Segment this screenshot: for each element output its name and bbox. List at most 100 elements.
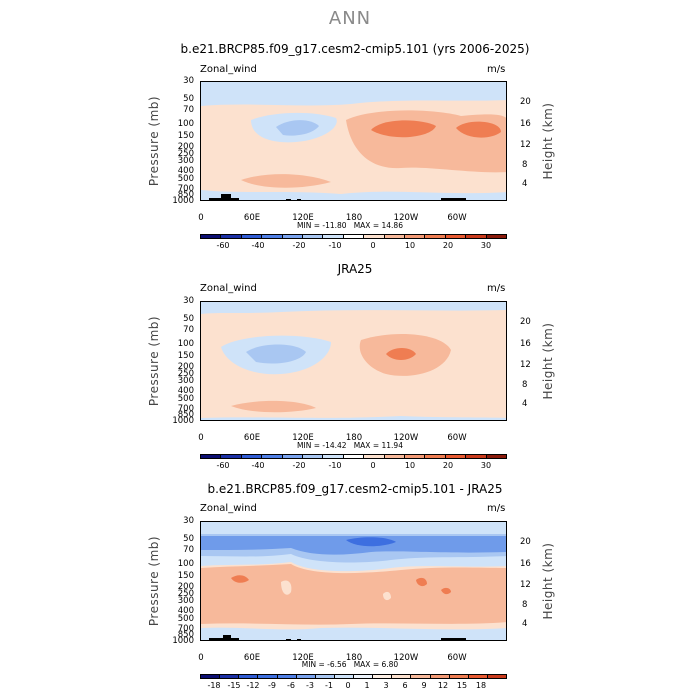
panel-2-stratosphere-easterlies xyxy=(201,302,506,314)
colorbar-label: 0 xyxy=(370,461,376,470)
pressure-tick: 250 xyxy=(177,589,194,599)
colorbar-label: -1 xyxy=(325,681,333,690)
panel-3-min-label: MIN = -6.56 xyxy=(301,660,347,669)
x-tick: 60E xyxy=(243,653,261,663)
x-tick: 120W xyxy=(393,653,419,663)
colorbar-label: -40 xyxy=(251,461,265,470)
colorbar-swatch xyxy=(405,455,426,458)
colorbar-swatch xyxy=(466,455,487,458)
panel-1-jet-core-left xyxy=(371,120,436,138)
colorbar-swatch xyxy=(221,235,242,238)
pressure-tick: 150 xyxy=(177,131,194,141)
colorbar-swatch xyxy=(468,675,488,678)
panel-2-plot-area xyxy=(200,301,507,421)
colorbar-swatch xyxy=(241,455,263,458)
pressure-tick: 850 xyxy=(177,630,194,640)
x-tick: 120W xyxy=(393,213,419,223)
pressure-tick: 70 xyxy=(183,325,194,335)
colorbar-swatch xyxy=(258,675,278,678)
panel-3-contours xyxy=(201,522,506,640)
colorbar-label: -15 xyxy=(227,681,241,690)
pressure-tick: 850 xyxy=(177,190,194,200)
panel-3-plot-area xyxy=(200,521,507,641)
colorbar-label: 0 xyxy=(370,241,376,250)
colorbar-swatch xyxy=(220,675,240,678)
height-tick: 16 xyxy=(520,119,531,129)
x-tick: 0 xyxy=(198,433,204,443)
pressure-tick: 70 xyxy=(183,545,194,555)
panel-1-contours xyxy=(201,82,506,200)
panel-2-units-label: m/s xyxy=(487,283,506,294)
panel-1-ylabel: Pressure (mb) xyxy=(147,95,161,187)
panel-1-minmax: MIN = -11.80 MAX = 14.86 xyxy=(250,221,450,230)
colorbar-swatch xyxy=(384,235,406,238)
panel-3-title: b.e21.BRCP85.f09_g17.cesm2-cmip5.101 - J… xyxy=(207,482,503,496)
pressure-tick: 250 xyxy=(177,369,194,379)
panel-2-surface-easterlies xyxy=(201,416,506,420)
panel-1-units-label: m/s xyxy=(487,64,506,75)
colorbar-swatch xyxy=(296,675,316,678)
colorbar-label: 15 xyxy=(456,681,468,690)
pressure-tick: 70 xyxy=(183,105,194,115)
colorbar-label: 6 xyxy=(402,681,408,690)
pressure-tick: 150 xyxy=(177,571,194,581)
colorbar-swatch xyxy=(405,235,426,238)
colorbar-swatch xyxy=(303,455,324,458)
pressure-tick: 300 xyxy=(177,156,194,166)
pressure-tick: 700 xyxy=(177,404,194,414)
panel-3-upper-negative-core xyxy=(346,537,396,547)
panel-1-topography-5 xyxy=(441,198,466,200)
pressure-tick: 1000 xyxy=(172,196,194,206)
panel-1-topography-4 xyxy=(297,199,301,200)
colorbar-label: -60 xyxy=(216,461,230,470)
pressure-tick: 200 xyxy=(177,142,194,152)
height-tick: 4 xyxy=(522,399,528,409)
panel-1-jet-core-right xyxy=(456,121,501,138)
main-title: ANN xyxy=(328,8,372,29)
panel-3-max-label: MAX = 6.80 xyxy=(353,660,399,669)
x-tick: 60E xyxy=(243,213,261,223)
panel-1-upper-neg-core xyxy=(276,120,319,136)
x-tick: 180 xyxy=(345,433,363,443)
colorbar-swatch xyxy=(487,675,506,678)
panel-3-mid-light-1 xyxy=(281,580,292,595)
colorbar-label: -10 xyxy=(328,241,342,250)
colorbar-swatch xyxy=(315,675,335,678)
height-tick: 12 xyxy=(520,580,531,590)
colorbar-label: 20 xyxy=(442,461,454,470)
pressure-tick: 1000 xyxy=(172,636,194,646)
x-tick: 180 xyxy=(345,653,363,663)
panel-3-lower-negative xyxy=(201,627,506,640)
colorbar-swatch xyxy=(334,675,354,678)
height-tick: 8 xyxy=(522,160,528,170)
x-tick: 60W xyxy=(447,653,467,663)
pressure-tick: 30 xyxy=(183,296,194,306)
pressure-tick: 300 xyxy=(177,596,194,606)
pressure-tick: 700 xyxy=(177,184,194,194)
colorbar-swatch xyxy=(486,235,507,238)
height-tick: 16 xyxy=(520,559,531,569)
x-tick: 120E xyxy=(292,653,314,663)
pressure-tick: 1000 xyxy=(172,416,194,426)
height-tick: 20 xyxy=(520,317,531,327)
panel-1-plot-area xyxy=(200,81,507,201)
height-tick: 20 xyxy=(520,97,531,107)
colorbar-swatch xyxy=(343,455,365,458)
panel-3-topography-3 xyxy=(286,639,291,640)
height-tick: 4 xyxy=(522,619,528,629)
panel-2-minmax: MIN = -14.42 MAX = 11.94 xyxy=(250,441,450,450)
colorbar-swatch xyxy=(449,675,469,678)
colorbar-swatch xyxy=(303,235,324,238)
panel-1-y2label: Height (km) xyxy=(541,102,555,180)
colorbar-swatch xyxy=(343,235,365,238)
pressure-tick: 500 xyxy=(177,614,194,624)
colorbar-swatch xyxy=(323,455,344,458)
colorbar-label: -20 xyxy=(292,241,306,250)
colorbar-swatch xyxy=(466,235,487,238)
pressure-tick: 400 xyxy=(177,386,194,396)
pressure-tick: 300 xyxy=(177,376,194,386)
colorbar-swatch xyxy=(373,675,393,678)
colorbar-swatch xyxy=(282,455,304,458)
x-tick: 120E xyxy=(292,433,314,443)
panel-1-stratosphere-easterlies xyxy=(201,82,506,106)
